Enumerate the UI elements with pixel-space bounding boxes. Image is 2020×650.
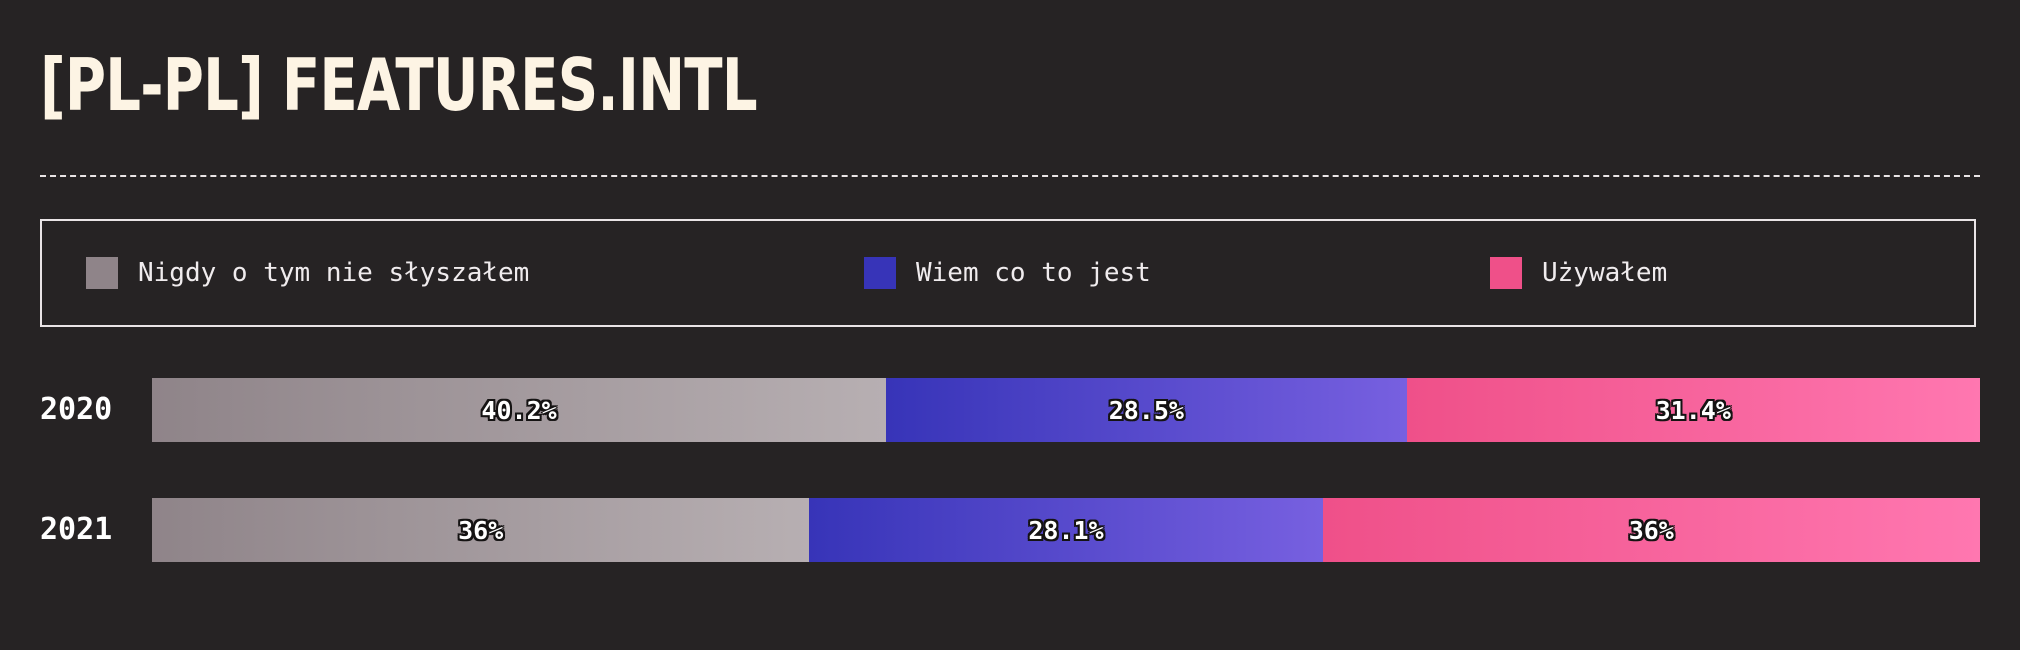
year-label-2021: 2021 [40, 498, 112, 562]
bar-segment-know-what-it-is-2020: 28.5% [886, 378, 1406, 442]
data-label-never-heard-2021: 36% [458, 516, 503, 545]
bar-segment-never-heard-2021: 36% [152, 498, 809, 562]
bar-segment-know-what-it-is-2021: 28.1% [809, 498, 1322, 562]
legend-swatch-never-heard [86, 257, 118, 289]
legend-swatch-used [1490, 257, 1522, 289]
bar-segment-used-2021: 36% [1323, 498, 1980, 562]
divider [40, 175, 1980, 177]
legend-swatch-know-what-it-is [864, 257, 896, 289]
data-label-know-what-it-is-2021: 28.1% [1028, 516, 1103, 545]
bar-segment-never-heard-2020: 40.2% [152, 378, 886, 442]
data-label-know-what-it-is-2020: 28.5% [1109, 396, 1184, 425]
legend-item-used: Używałem [1490, 221, 1667, 325]
data-label-used-2020: 31.4% [1656, 396, 1731, 425]
legend-label-never-heard: Nigdy o tym nie słyszałem [138, 258, 529, 288]
bar-row-2020: 40.2% 28.5% 31.4% [152, 378, 1980, 442]
page-title: [PL-PL] FEATURES.INTL [40, 42, 757, 128]
legend-label-used: Używałem [1542, 258, 1667, 288]
bar-segment-used-2020: 31.4% [1407, 378, 1980, 442]
data-label-never-heard-2020: 40.2% [481, 396, 556, 425]
data-label-used-2021: 36% [1629, 516, 1674, 545]
year-label-2020: 2020 [40, 378, 112, 442]
legend-label-know-what-it-is: Wiem co to jest [916, 258, 1151, 288]
legend: Nigdy o tym nie słyszałem Wiem co to jes… [40, 219, 1976, 327]
legend-item-know-what-it-is: Wiem co to jest [864, 221, 1151, 325]
bar-row-2021: 36% 28.1% 36% [152, 498, 1980, 562]
legend-item-never-heard: Nigdy o tym nie słyszałem [86, 221, 529, 325]
